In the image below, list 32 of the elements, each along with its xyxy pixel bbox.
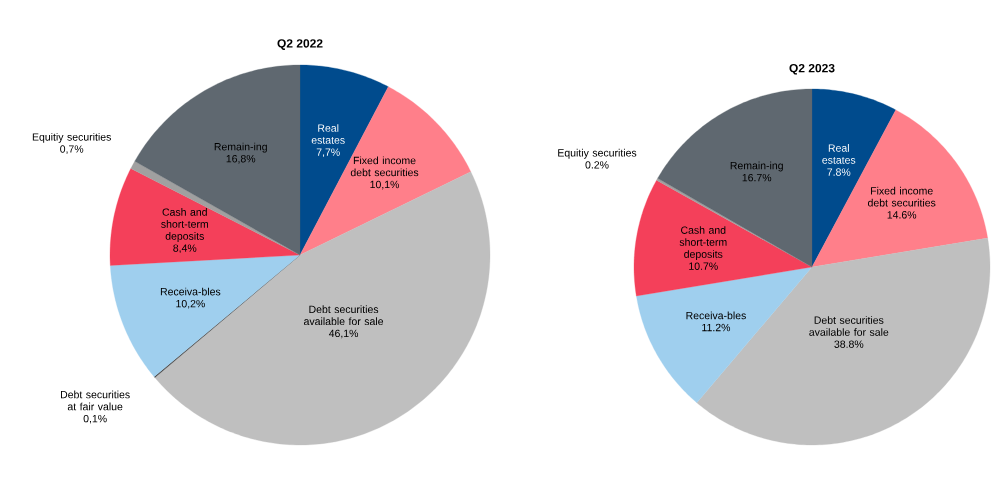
data-label: 10,2% <box>176 299 205 309</box>
slice-label: Fixed income debt securities <box>867 186 936 207</box>
slice-label: Remain-ing <box>730 161 783 172</box>
chart-title: Q2 2022 <box>277 39 323 50</box>
data-label: 46,1% <box>328 329 359 339</box>
slice-label: Real estates <box>822 144 856 164</box>
data-label: 0,1% <box>83 414 107 424</box>
data-label: 8,4% <box>173 244 197 254</box>
slice-label: Cash and short-term deposits <box>679 226 727 260</box>
data-label: 10,1% <box>370 180 400 190</box>
data-label: 0,7% <box>60 145 84 154</box>
slice-label: Receiva-bles <box>160 287 221 296</box>
slice-label: Equitiy securities <box>32 132 111 143</box>
data-label: 7,7% <box>316 148 340 158</box>
chart-title: Q2 2023 <box>789 63 835 75</box>
slice-label: Debt securities available for sale <box>304 305 384 326</box>
slice-label: Debt securities available for sale <box>809 316 889 336</box>
data-label: 0.2% <box>585 161 609 169</box>
slice-label: Debt securities at fair value <box>60 390 130 411</box>
data-label: 14.6% <box>887 211 917 219</box>
slice-label: Receiva-bles <box>686 311 746 320</box>
slice-label: Cash and short-term deposits <box>161 208 208 242</box>
data-label: 38.8% <box>834 340 864 348</box>
data-label: 10.7% <box>689 262 718 270</box>
data-label: 16,8% <box>226 155 256 164</box>
slice-label: Remain-ing <box>214 142 267 153</box>
slice-label: Fixed income debt securities <box>350 156 419 177</box>
data-label: 7.8% <box>827 168 851 176</box>
slice-label: Equitiy securities <box>558 148 637 159</box>
slice-label: Real estates <box>311 124 345 144</box>
data-label: 16.7% <box>742 173 772 182</box>
data-label: 11.2% <box>702 323 731 332</box>
